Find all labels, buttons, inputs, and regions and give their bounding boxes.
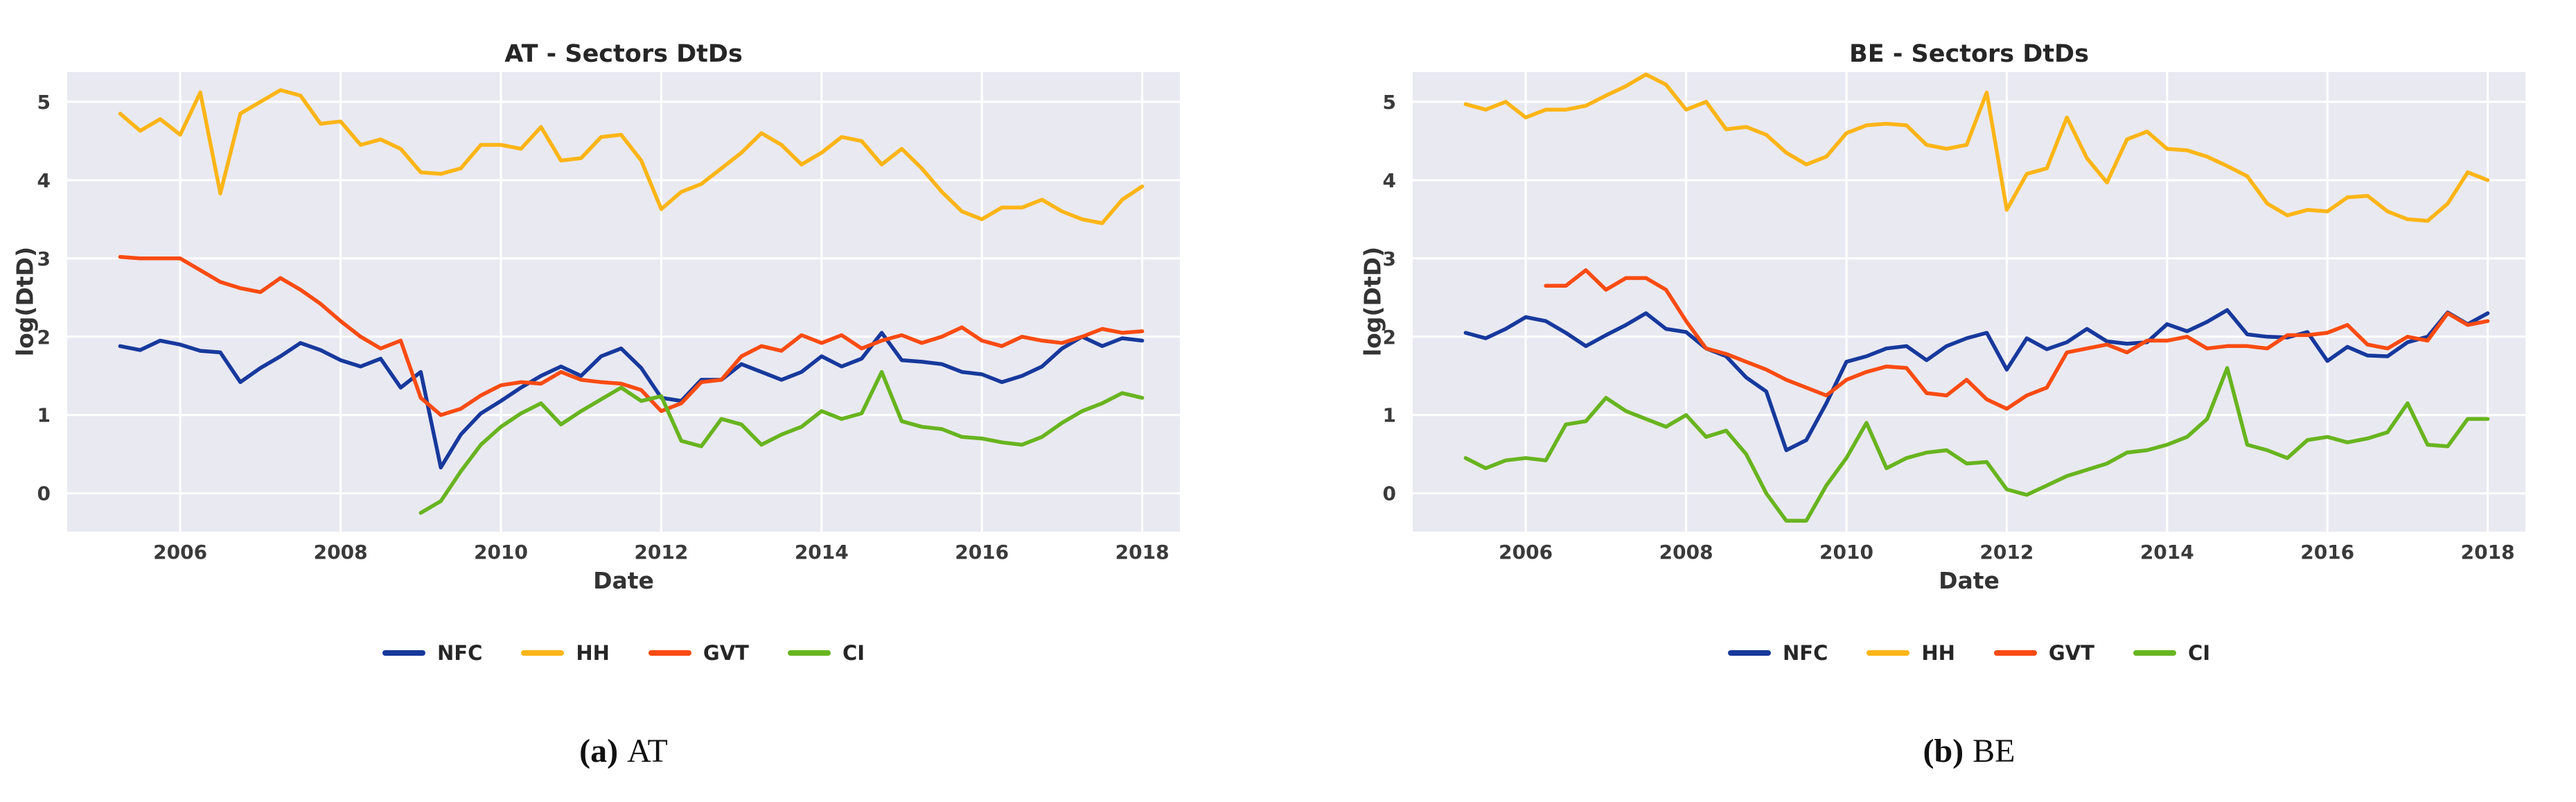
legend-label: CI [2187,641,2211,665]
at-sectors-line-chart: 2006 2008 2010 2012 2014 2016 2018 0 1 2 3 4 5 [37,72,1180,564]
x-tick-label: 2012 [634,541,688,564]
x-tick-label: 2014 [795,541,849,564]
legend-label: GVT [2048,641,2094,665]
y-tick-label: 0 [37,482,51,505]
legend-swatch-hh-icon [521,650,565,656]
legend-swatch-gvt-icon [648,650,691,656]
legend-label: NFC [1782,641,1828,665]
x-tick-label: 2010 [1819,541,1873,564]
legend-item-gvt: GVT [1993,641,2094,665]
legend: NFC HH GVT CI [1727,641,2210,665]
legend-item-nfc: NFC [382,641,482,665]
chart-title-be: BE - Sectors DtDs [1849,40,2089,68]
subfigure-caption-b: (b) BE [1923,732,2015,770]
x-tick-label: 2018 [2461,541,2515,564]
plot-area [67,72,1180,532]
y-tick-label: 5 [37,91,51,114]
legend-swatch-ci-icon [2133,650,2176,656]
x-tick-label: 2006 [1499,541,1553,564]
legend-label: HH [1921,641,1955,665]
x-tick-label: 2016 [955,541,1009,564]
legend-item-gvt: GVT [648,641,749,665]
legend-swatch-nfc-icon [1727,650,1771,656]
line-gvt [118,254,1145,417]
x-tick-label: 2018 [1115,541,1170,564]
y-tick-label: 4 [1383,169,1396,192]
y-tick-label: 2 [1383,326,1396,349]
figure-panel-be: BE - Sectors DtDs log(DtD) 2006 2008 2010 2… [1288,0,2576,802]
x-tick-label: 2006 [153,541,207,564]
figure-panel-at: AT - Sectors DtDs log(DtD) 2006 2008 2010 2… [12,40,1180,770]
legend-item-hh: HH [521,641,610,665]
x-tick-label: 2010 [474,541,528,564]
legend-item-hh: HH [1867,641,1955,665]
legend-label: CI [842,641,865,665]
legend-label: HH [576,641,610,665]
legend-item-ci: CI [787,641,865,665]
line-hh [1463,72,2490,223]
legend-swatch-gvt-icon [1993,650,2037,656]
line-hh [118,88,1145,225]
y-tick-label: 5 [1383,91,1396,114]
legend-label: GVT [703,641,749,665]
line-ci [1463,366,2490,523]
caption-index: (b) [1923,733,1964,769]
legend-item-nfc: NFC [1727,641,1828,665]
plot-area [1413,72,2525,532]
line-ci [418,369,1145,515]
x-tick-label: 2008 [1659,541,1713,564]
line-gvt [1544,268,2490,411]
y-tick-label: 0 [1383,482,1396,505]
y-tick-label: 3 [37,247,51,270]
legend-swatch-nfc-icon [382,650,425,656]
caption-index: (a) [579,733,619,769]
be-sectors-line-chart: 2006 2008 2010 2012 2014 2016 2018 0 1 2 3 4 5 [1383,72,2525,564]
legend-swatch-ci-icon [787,650,831,656]
caption-label: BE [1973,733,2015,769]
y-tick-label: 3 [1383,247,1396,270]
chart-title-at: AT - Sectors DtDs [504,40,743,68]
legend-label: NFC [436,641,483,665]
y-tick-label: 2 [37,326,51,349]
legend-swatch-hh-icon [1867,650,1910,656]
x-axis-label: Date [1939,567,2000,594]
line-nfc [1463,308,2490,453]
x-tick-label: 2014 [2140,541,2194,564]
y-tick-label: 1 [1383,404,1396,427]
x-tick-label: 2012 [1979,541,2034,564]
x-tick-label: 2008 [314,541,368,564]
legend-item-ci: CI [2133,641,2210,665]
y-tick-label: 1 [37,404,51,427]
y-tick-label: 4 [37,169,51,192]
x-axis-label: Date [593,567,654,594]
caption-label: AT [627,733,668,769]
line-nfc [118,331,1145,470]
x-tick-label: 2016 [2300,541,2354,564]
subfigure-caption-a: (a) AT [579,732,668,770]
legend: NFC HH GVT CI [382,641,865,665]
